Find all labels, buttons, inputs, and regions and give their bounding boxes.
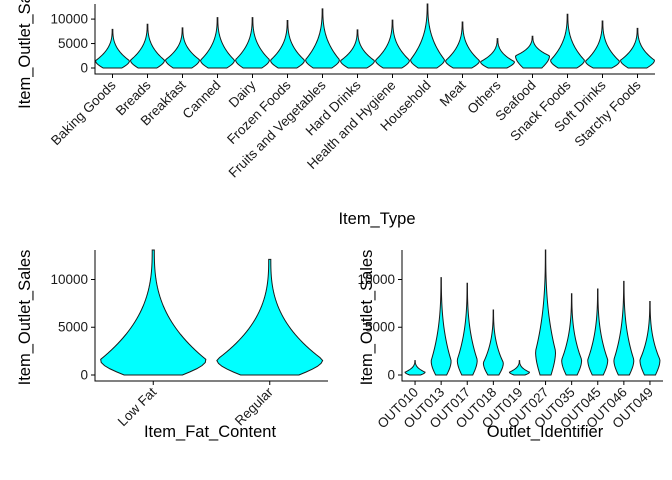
y-tick-label: 10000: [50, 12, 88, 27]
violin-others: [480, 38, 515, 69]
violin-snack-foods: [550, 13, 585, 69]
y-axis-title: Item_Outlet_Sales: [16, 0, 34, 109]
y-tick-label: 5000: [58, 320, 88, 335]
y-tick-label: 5000: [365, 320, 395, 335]
y-tick-label: 5000: [58, 36, 88, 51]
x-axis-title: Item_Type: [338, 210, 415, 228]
violin-fruits-and-vegetables: [305, 8, 340, 69]
y-tick-label: 10000: [50, 272, 88, 287]
violin-out049: [639, 300, 661, 376]
violin-out017: [456, 282, 478, 376]
violin-hard-drinks: [340, 29, 375, 69]
y-tick-label: 0: [387, 368, 395, 383]
violin-out035: [561, 293, 583, 376]
violin-out046: [613, 280, 635, 376]
x-tick-label: Regular: [232, 384, 276, 428]
x-tick-label: Canned: [180, 78, 224, 122]
violin-baking-goods: [95, 28, 130, 69]
violin-out045: [587, 288, 609, 376]
y-axis-title: Item_Outlet_Sales: [16, 250, 34, 386]
violin-frozen-foods: [270, 20, 305, 69]
violin-breads: [129, 23, 166, 69]
violin-out018: [482, 309, 504, 376]
violin-out013: [430, 277, 452, 376]
violin-health-and-hygiene: [375, 19, 410, 69]
violin-starchy-foods: [620, 27, 655, 69]
violin-out019: [508, 360, 531, 376]
x-tick-label: Baking Goods: [48, 77, 119, 148]
y-tick-label: 0: [80, 61, 88, 76]
panel-3: 0500010000Item_Outlet_SalesOUT010OUT013O…: [357, 249, 663, 441]
violin-canned: [199, 17, 236, 69]
violin-out027: [535, 249, 557, 376]
violin-soft-drinks: [585, 20, 620, 69]
violin-seafood: [514, 35, 551, 69]
violin-meat: [444, 21, 481, 69]
x-axis-title: Outlet_Identifier: [487, 423, 604, 441]
y-axis-title: Item_Outlet_Sales: [358, 250, 376, 386]
violin-low-fat: [100, 249, 207, 376]
violin-dairy: [235, 17, 270, 69]
y-tick-label: 10000: [357, 272, 395, 287]
violin-breakfast: [164, 27, 201, 69]
x-tick-label: Meat: [437, 77, 469, 109]
x-axis-title: Item_Fat_Content: [144, 423, 276, 441]
violin-household: [409, 3, 446, 69]
violin-out010: [404, 360, 426, 376]
violin-regular: [216, 258, 324, 376]
y-tick-label: 0: [80, 368, 88, 383]
